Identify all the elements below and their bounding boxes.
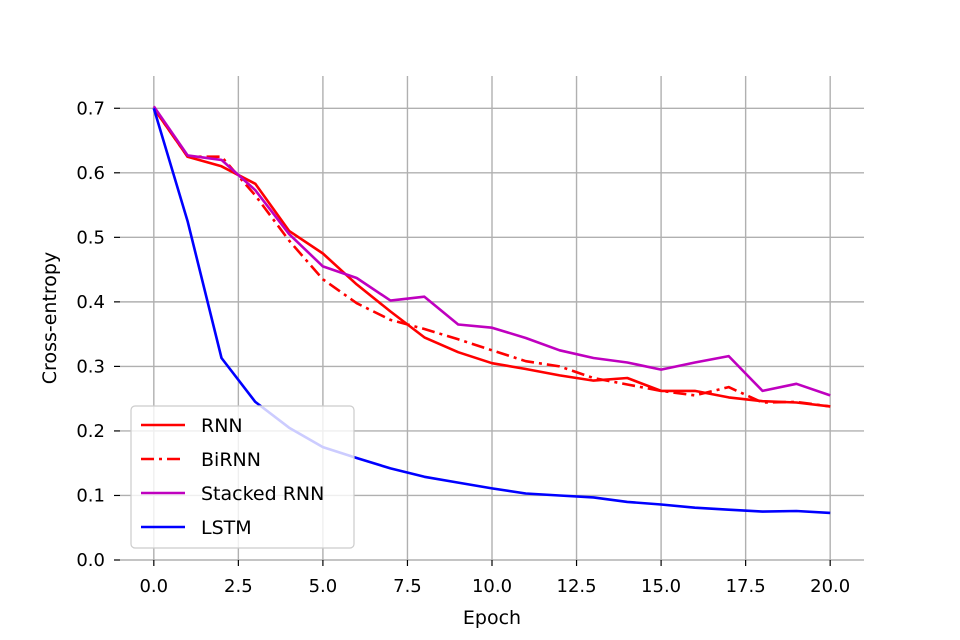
x-tick-label: 10.0 — [472, 576, 512, 597]
y-tick-label: 0.4 — [76, 292, 105, 313]
x-tick-label: 0.0 — [139, 576, 168, 597]
series-line-stacked-rnn — [152, 105, 831, 397]
x-tick-label: 12.5 — [557, 576, 597, 597]
legend-label-stacked-rnn: Stacked RNN — [201, 483, 324, 505]
y-tick-label: 0.7 — [76, 98, 105, 119]
y-axis-ticks: 0.0 0.1 0.2 0.3 0.4 0.5 0.6 0.7 — [76, 98, 120, 571]
legend-label-rnn: RNN — [201, 415, 243, 437]
legend-box — [130, 405, 355, 549]
series-line-rnn — [152, 107, 831, 408]
x-tick-label: 2.5 — [224, 576, 253, 597]
y-tick-label: 0.3 — [76, 356, 105, 377]
x-tick-label: 20.0 — [810, 576, 850, 597]
legend: RNN BiRNN Stacked RNN LSTM — [130, 405, 355, 549]
y-tick-label: 0.6 — [76, 163, 105, 184]
y-tick-label: 0.1 — [76, 485, 105, 506]
legend-label-lstm: LSTM — [201, 517, 252, 539]
x-tick-label: 7.5 — [393, 576, 422, 597]
y-tick-label: 0.2 — [76, 421, 105, 442]
series-line-birnn — [152, 107, 831, 408]
x-tick-label: 5.0 — [309, 576, 338, 597]
x-tick-label: 15.0 — [641, 576, 681, 597]
x-axis-ticks: 0.0 2.5 5.0 7.5 10.0 12.5 15.0 17.5 20.0 — [139, 560, 850, 597]
x-tick-label: 17.5 — [726, 576, 766, 597]
y-tick-label: 0.0 — [76, 550, 105, 571]
legend-label-birnn: BiRNN — [201, 449, 261, 471]
y-axis-label: Cross-entropy — [39, 252, 61, 384]
x-axis-label: Epoch — [463, 607, 521, 629]
y-tick-label: 0.5 — [76, 227, 105, 248]
